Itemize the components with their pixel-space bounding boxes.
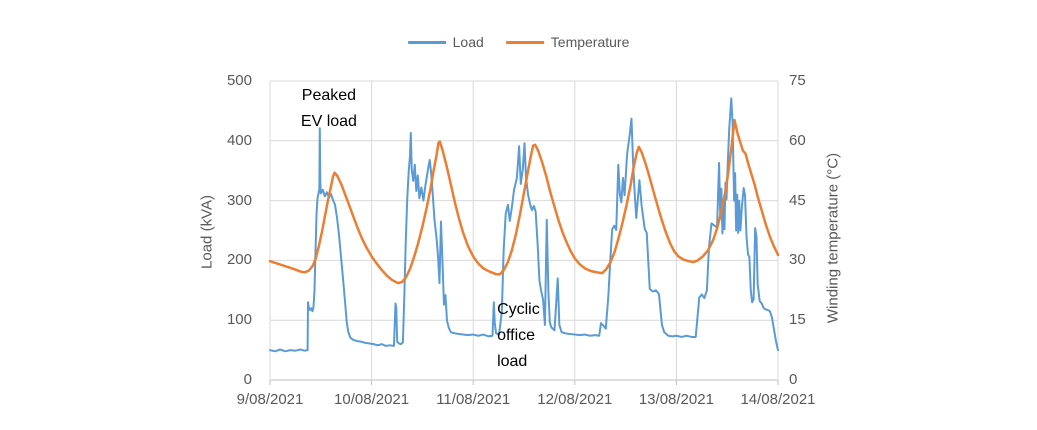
annotation-line: load <box>497 352 528 370</box>
annotation-cyclic-office-load: Cyclic office load <box>497 297 540 375</box>
annotation-line: office <box>497 326 536 344</box>
x-axis-tick-label: 10/08/2021 <box>334 391 410 408</box>
y-axis-right-title: Winding temperature (°C) <box>824 152 842 324</box>
y-right-tick-label: 30 <box>789 251 806 269</box>
y-left-tick-label: 100 <box>226 311 252 329</box>
plot-area <box>268 80 780 385</box>
y-right-tick-label: 15 <box>789 311 806 329</box>
temperature-legend-line-icon <box>505 40 544 44</box>
y-left-tick-label: 500 <box>226 72 252 89</box>
x-axis-tick-label: 13/08/2021 <box>638 391 714 408</box>
y-left-tick-label: 300 <box>226 191 252 209</box>
y-left-tick-label: 200 <box>226 251 252 269</box>
legend-item-load[interactable]: Load <box>407 34 484 50</box>
annotation-line: EV load <box>300 112 357 130</box>
annotation-peaked-ev-load: Peaked EV load <box>301 83 357 135</box>
temperature-line <box>268 118 780 285</box>
x-axis-tick-label: 14/08/2021 <box>740 391 816 408</box>
legend: Load Temperature <box>407 34 630 50</box>
x-axis-tick-label: 9/08/2021 <box>236 391 304 408</box>
load-legend-label: Load <box>452 34 484 50</box>
annotation-line: Peaked <box>301 86 357 104</box>
annotation-line: Cyclic <box>497 300 540 318</box>
y-right-tick-label: 45 <box>789 191 806 209</box>
temperature-legend-label: Temperature <box>550 34 630 50</box>
x-axis-tick-label: 12/08/2021 <box>537 391 613 408</box>
legend-item-temperature[interactable]: Temperature <box>505 34 630 50</box>
y-left-tick-label: 0 <box>243 371 252 388</box>
x-axis-tick-label: 11/08/2021 <box>436 391 511 408</box>
y-right-tick-label: 60 <box>789 131 806 149</box>
y-left-tick-label: 400 <box>226 131 252 149</box>
y-right-tick-label: 0 <box>789 371 798 388</box>
load-legend-line-icon <box>407 40 446 44</box>
y-right-tick-label: 75 <box>789 72 806 89</box>
